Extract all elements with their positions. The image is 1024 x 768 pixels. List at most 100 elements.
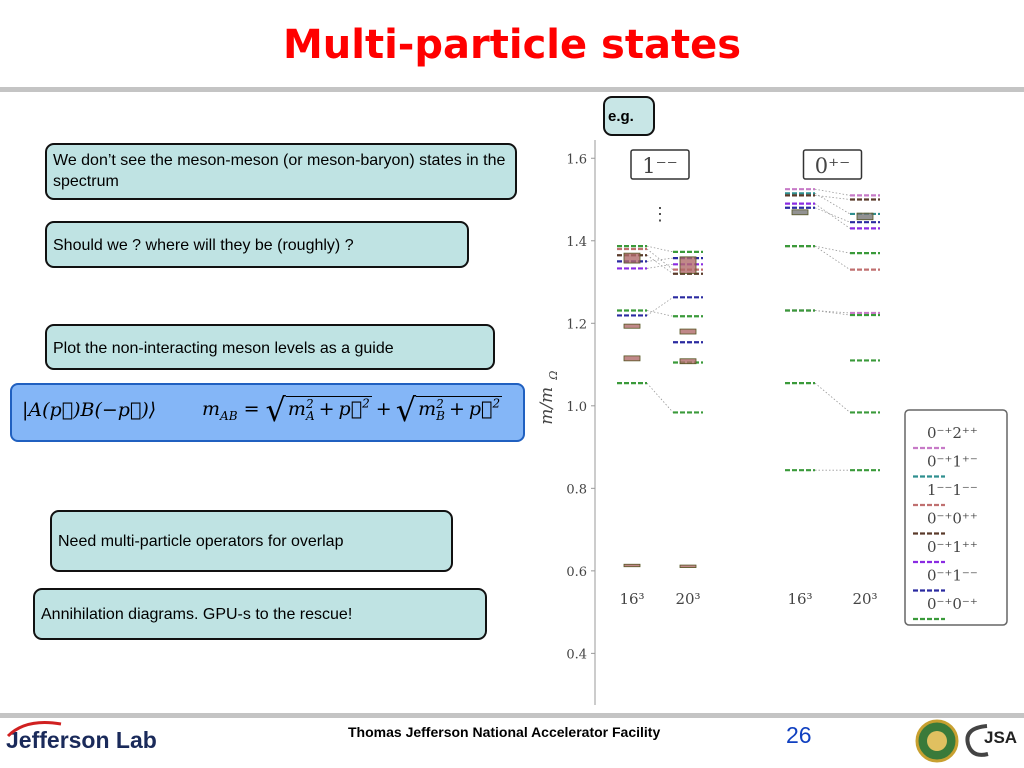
symbol: p⃗	[338, 398, 363, 420]
doe-seal	[915, 719, 959, 763]
connector	[814, 192, 851, 215]
state	[623, 355, 641, 362]
lab-logo: Jefferson Lab	[6, 727, 157, 754]
legend-label: 0⁻⁺1⁻⁻	[927, 567, 978, 585]
state	[791, 209, 809, 216]
legend-label: 1⁻⁻1⁻⁻	[927, 481, 978, 499]
y-tick-label: 0.6	[566, 565, 587, 580]
logo-swoosh	[6, 721, 62, 738]
connector	[814, 245, 851, 254]
symbol: m	[418, 398, 437, 420]
y-tick-label: 0.4	[566, 647, 587, 662]
term: +	[315, 398, 339, 420]
lab-name: Jefferson Lab	[6, 727, 157, 753]
state	[856, 212, 874, 221]
ellipsis: ⋮	[651, 204, 669, 225]
connector	[814, 245, 851, 270]
state	[623, 323, 641, 329]
legend-label: 0⁻⁺0⁺⁺	[927, 510, 978, 528]
bottom-bar	[0, 713, 1024, 718]
y-tick-label: 1.6	[566, 152, 587, 167]
facility: Thomas Jefferson National Accelerator Fa…	[348, 724, 661, 740]
connector	[646, 310, 674, 317]
jsa: JSA	[984, 728, 1018, 747]
symbol: m	[202, 398, 221, 420]
state	[679, 328, 697, 335]
x-label: 16³	[619, 590, 644, 608]
formula-box: |A(p⃗)B(−p⃗)⟩ mAB = √ m 2 A + p⃗2 + √ m 2 B + p⃗2	[10, 383, 525, 442]
connector	[814, 310, 851, 316]
superscript: 2	[362, 396, 370, 411]
subscript: AB	[220, 408, 238, 423]
legend-label: 0⁻⁺1⁺⁺	[927, 538, 978, 556]
radicand: m 2 A + p⃗2	[285, 396, 372, 422]
y-tick-label: 1.0	[566, 400, 587, 415]
term: p⃗2	[468, 396, 501, 420]
symbol: +	[448, 398, 465, 420]
eg-box: e.g.	[603, 96, 655, 136]
symbol: p⃗	[468, 398, 493, 420]
connector	[646, 254, 674, 275]
top-bar	[0, 87, 1024, 92]
connector	[646, 248, 674, 270]
state	[623, 563, 641, 568]
x-label: 20³	[675, 590, 700, 608]
x-label: 16³	[787, 590, 812, 608]
connector	[814, 203, 851, 229]
state	[623, 252, 641, 264]
slide-title: Multi-particle states	[282, 22, 742, 68]
connector	[814, 207, 851, 223]
plus: +	[375, 398, 392, 420]
state	[679, 564, 697, 568]
equals: =	[243, 398, 260, 420]
term: +	[445, 398, 469, 420]
connector	[814, 188, 851, 196]
note-box: Need multi-particle operators for overla…	[50, 510, 453, 572]
superscript: 2	[305, 397, 314, 411]
superscript: 2	[492, 396, 501, 411]
y-tick-label: 1.2	[566, 317, 587, 332]
connector	[646, 245, 674, 253]
y-tick-label: 0.8	[566, 482, 587, 497]
radical: √	[395, 391, 417, 429]
y-axis-label: m/m	[537, 387, 557, 425]
legend-label: 0⁻⁺2⁺⁺	[927, 424, 978, 442]
radicand: m 2 B + p⃗2	[416, 396, 503, 422]
connector	[646, 296, 674, 316]
connector	[646, 263, 674, 269]
state	[679, 256, 697, 274]
panel-label-box	[630, 149, 690, 180]
panel-label: 1⁻⁻	[642, 154, 678, 178]
subscript: A	[305, 409, 315, 423]
state-ket: |A(p⃗)B(−p⃗)⟩	[22, 399, 157, 421]
panel-label-box	[802, 149, 863, 180]
note-box: Annihilation diagrams. GPU-s to the resc…	[33, 588, 487, 640]
subscript: B	[436, 409, 445, 423]
connector	[646, 382, 674, 413]
y-tick-label: 1.4	[566, 235, 587, 250]
radical: √	[265, 391, 286, 429]
state	[679, 358, 697, 365]
symbol: +	[318, 398, 335, 420]
legend-box	[904, 409, 1008, 626]
connector	[646, 257, 674, 262]
y-axis-label-sub: Ω	[547, 371, 560, 381]
legend-label: 0⁻⁺0⁻⁺	[927, 595, 978, 613]
note-box: We don’t see the meson-meson (or meson-b…	[45, 143, 517, 200]
note-box: Should we ? where will they be (roughly)…	[45, 221, 469, 268]
mass-equation: mAB = √ m 2 A + p⃗2 + √ m 2 B + p⃗2	[202, 391, 503, 429]
panel-label: 0⁺⁻	[815, 154, 851, 178]
lhs: mAB	[202, 398, 238, 423]
jsa-swirl	[965, 724, 989, 757]
note-box: Plot the non-interacting meson levels as…	[45, 324, 495, 370]
superscript: 2	[436, 397, 444, 411]
term: p⃗2	[338, 396, 370, 420]
x-label: 20³	[852, 590, 877, 608]
connector	[814, 194, 851, 200]
